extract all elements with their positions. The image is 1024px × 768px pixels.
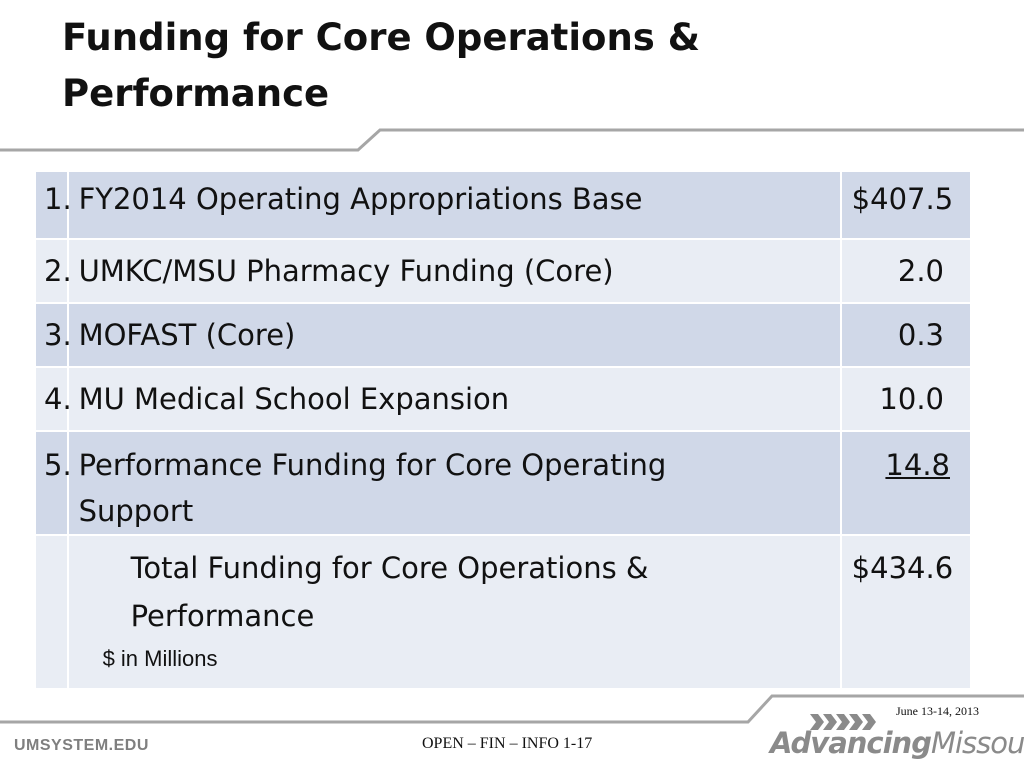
table-row: 2. UMKC/MSU Pharmacy Funding (Core) 2.0: [34, 238, 973, 304]
row-value: 0.3: [839, 302, 973, 368]
row-number: 5.: [34, 430, 72, 536]
row-value: $407.5: [839, 170, 973, 240]
row-value-cell: 14.8: [839, 430, 973, 536]
row-label: Performance Funding for Core Operating S…: [66, 430, 842, 536]
total-number-cell: [34, 534, 69, 690]
units-note: $ in Millions: [102, 646, 218, 671]
logo-wordmark: AdvancingMissouri: [770, 726, 1024, 760]
total-label-line2: Performance: [130, 599, 315, 633]
row-number: 4.: [34, 366, 72, 432]
slide-title-line2: Performance: [62, 72, 330, 115]
funding-table: 1. FY2014 Operating Appropriations Base …: [34, 170, 973, 690]
row-label-line2: Support: [78, 494, 194, 528]
row-number: 1.: [34, 170, 72, 240]
row-label-line1: Performance Funding for Core Operating: [78, 448, 667, 482]
table-row: 4. MU Medical School Expansion 10.0: [34, 366, 973, 432]
advancing-missouri-logo: AdvancingMissouri: [770, 712, 1024, 762]
total-value: $434.6: [839, 534, 973, 690]
slide-title-line1: Funding for Core Operations &: [62, 16, 700, 59]
row-number: 3.: [34, 302, 72, 368]
total-row: Total Funding for Core Operations & Perf…: [34, 534, 973, 690]
table-row: 3. MOFAST (Core) 0.3: [34, 302, 973, 368]
logo-word-missouri: Missouri: [930, 726, 1024, 760]
row-value: 2.0: [839, 238, 973, 304]
header-divider: [0, 128, 1024, 152]
slide-title: Funding for Core Operations & Performanc…: [62, 10, 762, 122]
site-name: UMSYSTEM.EDU: [14, 737, 149, 754]
document-id: OPEN – FIN – INFO 1-17: [422, 735, 593, 752]
chevron-arrows-icon: [810, 714, 876, 730]
logo-word-advancing: Advancing: [770, 726, 932, 760]
presentation-date: June 13-14, 2013: [896, 704, 979, 718]
row-value: 14.8: [885, 448, 950, 482]
row-number: 2.: [34, 238, 72, 304]
row-label: FY2014 Operating Appropriations Base: [66, 170, 842, 240]
table-row: 1. FY2014 Operating Appropriations Base …: [34, 170, 973, 240]
row-value: 10.0: [839, 366, 973, 432]
row-label: UMKC/MSU Pharmacy Funding (Core): [66, 238, 842, 304]
table-row: 5. Performance Funding for Core Operatin…: [34, 430, 973, 536]
row-label: MU Medical School Expansion: [66, 366, 842, 432]
total-label: Total Funding for Core Operations & Perf…: [66, 534, 842, 690]
footer-divider: [0, 694, 1024, 724]
total-label-line1: Total Funding for Core Operations &: [130, 551, 649, 585]
row-label: MOFAST (Core): [66, 302, 842, 368]
